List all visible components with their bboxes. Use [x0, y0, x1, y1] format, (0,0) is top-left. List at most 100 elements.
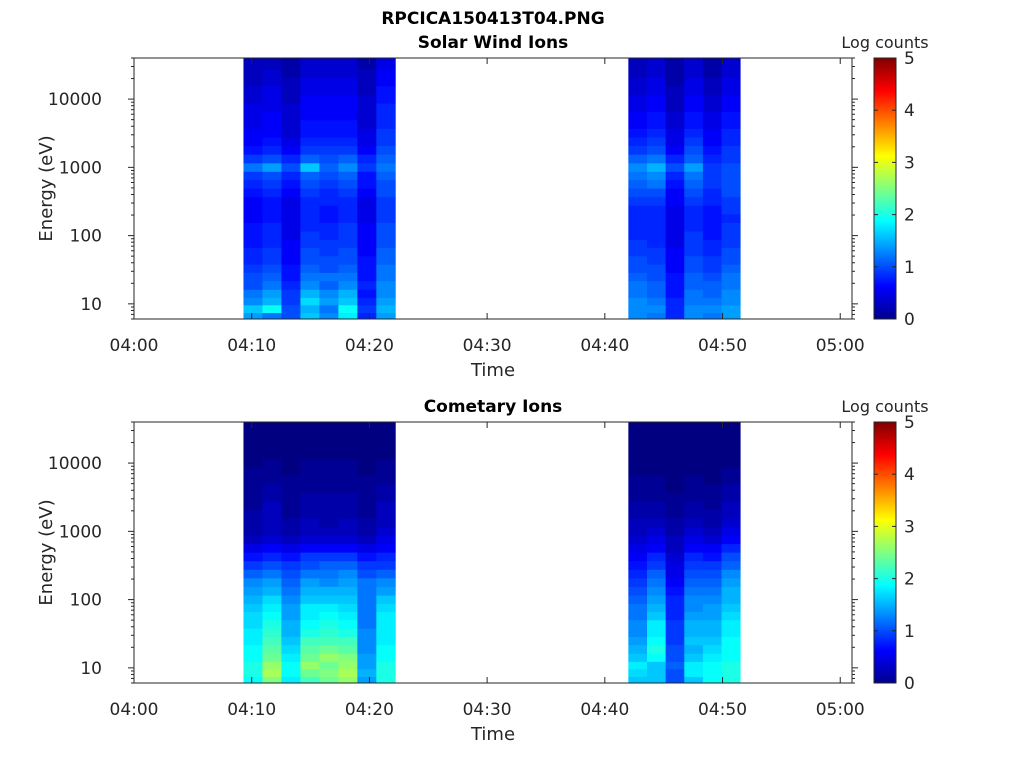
colorbar-tick-label: 2 — [904, 570, 915, 590]
heatmap-cell — [300, 297, 320, 306]
heatmap-cell — [628, 676, 648, 684]
heatmap-cell — [262, 467, 282, 476]
heatmap-cell — [684, 628, 704, 637]
heatmap-cell — [338, 518, 358, 528]
heatmap-cell — [647, 272, 667, 282]
heatmap-cell — [665, 458, 685, 468]
heatmap-cell — [647, 111, 667, 121]
heatmap-cell — [357, 501, 377, 511]
heatmap-cell — [628, 94, 648, 104]
heatmap-cell — [338, 94, 358, 104]
heatmap-cell — [721, 603, 741, 612]
heatmap-cell — [628, 422, 648, 434]
heatmap-cell — [376, 179, 396, 189]
heatmap-cell — [338, 449, 358, 460]
heatmap-cell — [628, 432, 648, 442]
heatmap-cell — [628, 280, 648, 290]
heatmap-cell — [300, 467, 320, 476]
heatmap-cell — [665, 145, 685, 155]
heatmap-cell — [702, 475, 722, 485]
heatmap-cell — [721, 312, 741, 320]
heatmap-cell — [243, 213, 263, 223]
heatmap-cell — [357, 213, 377, 223]
heatmap-cell — [702, 644, 722, 654]
heatmap-cell — [684, 644, 704, 654]
heatmap-cell — [338, 611, 358, 621]
heatmap-cell — [319, 196, 339, 206]
heatmap-cell — [665, 103, 685, 112]
heatmap-cell — [338, 483, 358, 493]
heatmap-cell — [647, 432, 667, 442]
heatmap-cell — [702, 304, 722, 314]
heatmap-cell — [647, 552, 667, 562]
heatmap-cell — [262, 94, 282, 104]
heatmap-cell — [243, 162, 263, 172]
heatmap-cell — [684, 668, 704, 678]
heatmap-cell — [243, 255, 263, 265]
heatmap-cell — [376, 145, 396, 155]
heatmap-cell — [243, 422, 263, 434]
heatmap-cell — [684, 162, 704, 172]
heatmap-cell — [300, 264, 320, 273]
heatmap-cell — [665, 653, 685, 662]
heatmap-cell — [376, 569, 396, 579]
heatmap-cell — [243, 526, 263, 536]
heatmap-cell — [262, 239, 282, 248]
heatmap-cell — [300, 653, 320, 662]
heatmap-cell — [357, 661, 377, 670]
heatmap-cell — [300, 247, 320, 257]
heatmap-cell — [300, 68, 320, 78]
heatmap-cell — [357, 475, 377, 485]
heatmap-cell — [243, 653, 263, 662]
heatmap-cell — [684, 312, 704, 320]
heatmap-cell — [281, 85, 301, 96]
heatmap-cell — [376, 137, 396, 147]
heatmap-cell — [721, 422, 741, 434]
heatmap-cell — [628, 560, 648, 570]
heatmap-cell — [281, 68, 301, 78]
heatmap-cell — [262, 231, 282, 240]
heatmap-cell — [376, 162, 396, 172]
heatmap-cell — [702, 255, 722, 265]
heatmap-cell — [628, 188, 648, 198]
heatmap-cell — [721, 196, 741, 206]
heatmap-cell — [647, 543, 667, 553]
heatmap-cell — [357, 653, 377, 662]
heatmap-cell — [281, 247, 301, 257]
heatmap-cell — [338, 569, 358, 579]
heatmap-cell — [721, 560, 741, 570]
heatmap-cell — [702, 145, 722, 155]
heatmap-cell — [262, 255, 282, 265]
heatmap-cell — [647, 422, 667, 434]
heatmap-cell — [684, 586, 704, 596]
heatmap-cell — [721, 119, 741, 129]
heatmap-cell — [262, 595, 282, 604]
heatmap-cell — [338, 475, 358, 485]
heatmap-cell — [357, 441, 377, 451]
heatmap-cell — [684, 441, 704, 451]
heatmap-cell — [684, 636, 704, 646]
heatmap-cell — [665, 518, 685, 528]
heatmap-cell — [628, 577, 648, 587]
heatmap-cell — [262, 432, 282, 442]
heatmap-cell — [281, 595, 301, 604]
heatmap-cell — [702, 222, 722, 232]
heatmap-cell — [243, 85, 263, 96]
heatmap-cell — [665, 280, 685, 290]
heatmap-cell — [243, 103, 263, 112]
heatmap-cell — [357, 94, 377, 104]
heatmap-cell — [376, 676, 396, 684]
heatmap-cell — [319, 543, 339, 553]
heatmap-cell — [281, 422, 301, 434]
heatmap-cell — [702, 85, 722, 96]
heatmap-cell — [702, 77, 722, 87]
solar-wind-panel: 04:00 04:10 04:20 04:30 04:40 04:50 05:0010100… — [36, 33, 929, 381]
y-axis-label: Energy (eV) — [36, 135, 57, 241]
colorbar-tick-label: 4 — [904, 101, 915, 121]
heatmap-cell — [702, 103, 722, 112]
heatmap-cell — [684, 475, 704, 485]
heatmap-cell — [319, 128, 339, 138]
heatmap-cell — [647, 518, 667, 528]
heatmap-cell — [262, 103, 282, 112]
heatmap-cell — [721, 77, 741, 87]
